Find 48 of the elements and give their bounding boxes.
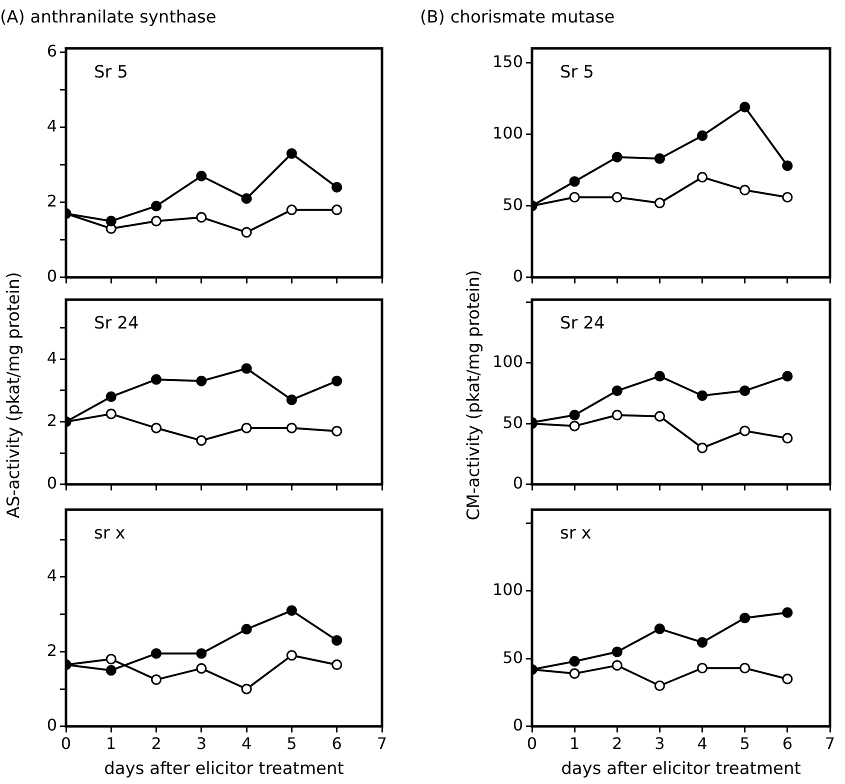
- annotation: Sr 24: [94, 314, 139, 334]
- x-tick-label: 1: [569, 734, 580, 754]
- y-tick-label: 150: [492, 52, 523, 71]
- x-tick-label: 3: [196, 734, 207, 754]
- y-tick-label: 100: [492, 580, 523, 600]
- x-tick-label: 3: [654, 734, 665, 754]
- y-tick-label: 50: [502, 194, 523, 214]
- y-axis-title: CM-activity (pkat/mg protein): [464, 270, 484, 520]
- x-tick-label: 2: [612, 734, 622, 754]
- chart-title: (A) anthranilate synthase: [0, 8, 216, 28]
- x-axis-title: days after elicitor treatment: [104, 759, 344, 780]
- x-tick-label: 4: [697, 734, 708, 754]
- y-tick-label: 0: [512, 266, 523, 286]
- x-tick-label: 6: [332, 734, 342, 754]
- y-tick-label: 0: [46, 474, 57, 493]
- y-tick-label: 0: [46, 716, 57, 735]
- annotation: sr x: [560, 524, 592, 544]
- annotation: Sr 5: [560, 62, 594, 82]
- x-tick-label: 4: [241, 734, 252, 754]
- x-axis-title: days after elicitor treatment: [561, 759, 802, 780]
- y-tick-label: 50: [502, 412, 523, 432]
- y-tick-label: 4: [46, 348, 57, 368]
- x-tick-label: 5: [740, 734, 750, 754]
- y-tick-label: 6: [46, 41, 57, 60]
- annotation: sr x: [94, 524, 126, 544]
- y-tick-label: 4: [46, 566, 57, 586]
- x-tick-label: 7: [824, 734, 836, 754]
- x-tick-label: 0: [60, 734, 72, 754]
- x-tick-label: 2: [151, 734, 162, 754]
- y-tick-label: 0: [46, 266, 57, 286]
- annotation: Sr 5: [94, 62, 128, 82]
- x-tick-label: 6: [782, 734, 793, 754]
- x-tick-label: 5: [286, 734, 297, 754]
- y-tick-label: 100: [492, 123, 523, 142]
- x-tick-label: 0: [526, 734, 538, 754]
- y-tick-label: 2: [46, 410, 57, 430]
- y-tick-label: 2: [46, 640, 57, 660]
- y-axis-title: AS-activity (pkat/mg protein): [4, 272, 24, 518]
- y-tick-label: 2: [46, 191, 57, 210]
- y-tick-label: 4: [46, 116, 57, 136]
- chart-title: (B) chorismate mutase: [420, 8, 615, 28]
- y-tick-label: 50: [502, 648, 523, 667]
- y-tick-label: 100: [492, 352, 523, 371]
- y-tick-label: 0: [512, 474, 523, 493]
- y-tick-label: 0: [512, 716, 523, 735]
- annotation: Sr 24: [560, 314, 605, 334]
- x-tick-label: 7: [376, 734, 388, 754]
- x-tick-label: 1: [106, 734, 116, 754]
